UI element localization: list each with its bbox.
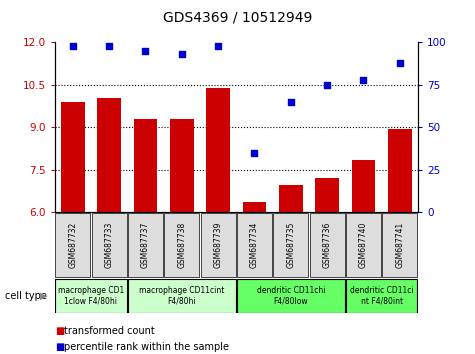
Text: ▶: ▶ — [40, 291, 48, 301]
Text: GSM687739: GSM687739 — [214, 222, 223, 268]
Bar — [310, 213, 344, 277]
Bar — [133, 119, 157, 212]
Text: GSM687732: GSM687732 — [68, 222, 77, 268]
Bar — [243, 202, 266, 212]
Bar — [56, 213, 90, 277]
Point — [69, 43, 76, 49]
Text: macrophage CD1
1clow F4/80hi: macrophage CD1 1clow F4/80hi — [58, 286, 124, 305]
Bar — [237, 279, 344, 313]
Bar — [274, 213, 308, 277]
Point — [214, 43, 222, 49]
Point — [287, 99, 294, 105]
Bar — [92, 213, 126, 277]
Bar — [97, 98, 121, 212]
Bar — [352, 160, 375, 212]
Text: percentile rank within the sample: percentile rank within the sample — [64, 342, 229, 352]
Text: macrophage CD11cint
F4/80hi: macrophage CD11cint F4/80hi — [139, 286, 225, 305]
Text: GSM687733: GSM687733 — [104, 222, 114, 268]
Text: transformed count: transformed count — [64, 326, 155, 336]
Text: GSM687740: GSM687740 — [359, 222, 368, 268]
Text: GSM687738: GSM687738 — [177, 222, 186, 268]
Point — [178, 52, 186, 57]
Bar — [206, 88, 230, 212]
Text: GSM687736: GSM687736 — [323, 222, 332, 268]
Bar — [382, 213, 417, 277]
Text: GDS4369 / 10512949: GDS4369 / 10512949 — [163, 11, 312, 25]
Bar — [170, 119, 194, 212]
Text: cell type: cell type — [5, 291, 47, 301]
Bar — [164, 213, 199, 277]
Bar — [315, 178, 339, 212]
Text: GSM687735: GSM687735 — [286, 222, 295, 268]
Bar — [128, 213, 163, 277]
Bar — [279, 185, 303, 212]
Text: GSM687734: GSM687734 — [250, 222, 259, 268]
Bar — [128, 279, 236, 313]
Point — [323, 82, 331, 88]
Text: ■: ■ — [55, 342, 64, 352]
Text: dendritic CD11ci
nt F4/80int: dendritic CD11ci nt F4/80int — [350, 286, 413, 305]
Text: dendritic CD11chi
F4/80low: dendritic CD11chi F4/80low — [256, 286, 325, 305]
Bar — [346, 213, 381, 277]
Point — [142, 48, 149, 54]
Bar — [201, 213, 236, 277]
Text: GSM687741: GSM687741 — [395, 222, 404, 268]
Point — [396, 60, 404, 66]
Bar — [388, 129, 412, 212]
Point — [360, 77, 367, 83]
Text: GSM687737: GSM687737 — [141, 222, 150, 268]
Bar — [61, 102, 85, 212]
Point — [251, 150, 258, 156]
Bar — [237, 213, 272, 277]
Bar — [56, 279, 126, 313]
Text: ■: ■ — [55, 326, 64, 336]
Bar — [346, 279, 417, 313]
Point — [105, 43, 113, 49]
